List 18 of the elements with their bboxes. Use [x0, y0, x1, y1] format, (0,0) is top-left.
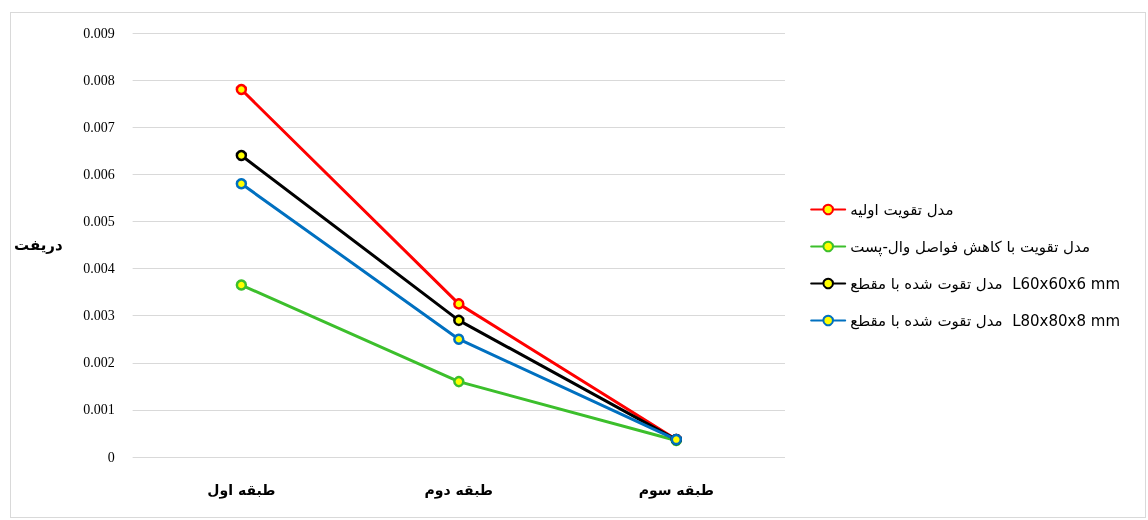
y-tick-label: 0.001: [83, 402, 115, 418]
x-tick-label: طبقه سوم: [638, 482, 714, 499]
y-tick-label: 0.004: [83, 261, 115, 277]
y-tick-label: 0.006: [83, 166, 115, 182]
y-tick-label: 0: [107, 449, 115, 465]
y-tick-label: 0.003: [83, 308, 115, 324]
x-tick-label: طبقه اول: [207, 482, 276, 499]
y-tick-label: 0.007: [83, 119, 115, 135]
x-tick-label: طبقه دوم: [424, 482, 494, 499]
y-tick-label: 0.008: [83, 72, 115, 88]
y-tick-label: 0.009: [83, 25, 115, 41]
legend-label: مدل تقوت شده با مقطع L80x80x8 mm: [850, 311, 1120, 330]
legend-label: مدل تقوت شده با مقطع L60x60x6 mm: [850, 274, 1120, 293]
legend-label: مدل تقویت با کاهش فواصل وال-پست: [850, 237, 1090, 257]
legend-label: مدل تقویت اولیه: [850, 200, 954, 219]
y-tick-label: 0.002: [83, 355, 115, 371]
y-axis-title: دریفت: [14, 236, 63, 254]
y-tick-label: 0.005: [83, 213, 115, 229]
